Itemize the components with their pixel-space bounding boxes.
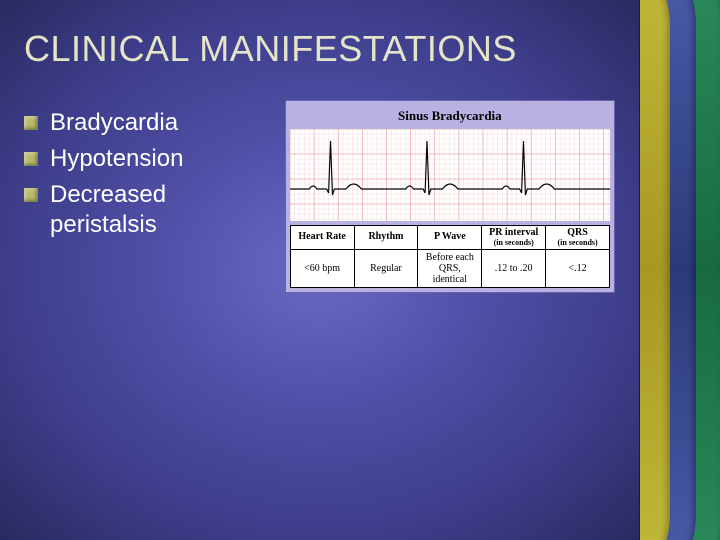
ecg-strip <box>290 129 610 221</box>
decorative-sidebar <box>640 0 720 540</box>
table-cell: Regular <box>354 249 418 287</box>
table-cell: .12 to .20 <box>482 249 546 287</box>
table-cell: <60 bpm <box>290 249 354 287</box>
col-header: P Wave <box>418 226 482 250</box>
col-header: PR interval(in seconds) <box>482 226 546 250</box>
slide-title: CLINICAL MANIFESTATIONS <box>24 28 615 70</box>
table-header-row: Heart Rate Rhythm P Wave PR interval(in … <box>290 226 609 250</box>
col-header: Rhythm <box>354 226 418 250</box>
ecg-table: Heart Rate Rhythm P Wave PR interval(in … <box>290 225 610 288</box>
table-cell: Before each QRS, identical <box>418 249 482 287</box>
ecg-title: Sinus Bradycardia <box>290 105 610 129</box>
col-header: QRS(in seconds) <box>546 226 610 250</box>
content-row: Bradycardia Hypotension Decreased perist… <box>24 100 615 293</box>
table-cell: <.12 <box>546 249 610 287</box>
list-item: Decreased peristalsis <box>24 180 267 240</box>
list-item: Hypotension <box>24 144 267 174</box>
col-header: Heart Rate <box>290 226 354 250</box>
slide-body: CLINICAL MANIFESTATIONS Bradycardia Hypo… <box>0 0 640 540</box>
table-row: <60 bpm Regular Before each QRS, identic… <box>290 249 609 287</box>
bullet-list: Bradycardia Hypotension Decreased perist… <box>24 100 267 293</box>
ecg-card: Sinus Bradycardia Heart Rate Rhythm P Wa… <box>285 100 615 293</box>
list-item: Bradycardia <box>24 108 267 138</box>
